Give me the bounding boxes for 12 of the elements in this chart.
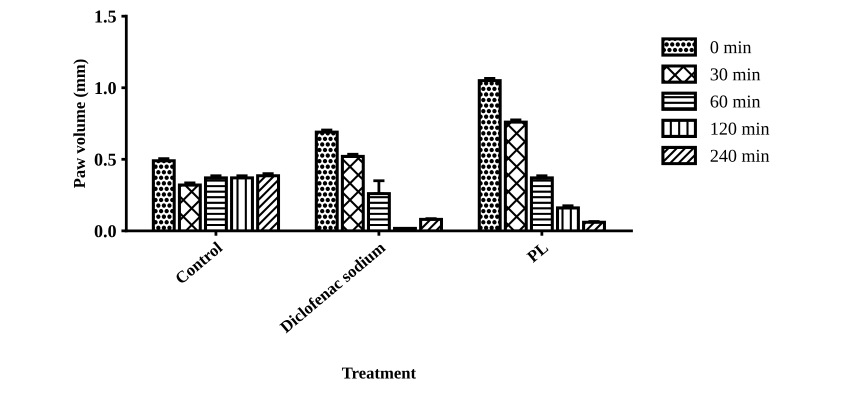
y-tick-label: 0.0 [94, 225, 116, 238]
y-tick-label: 1.0 [95, 82, 116, 94]
y-axis-title: Paw volume (mm) [73, 59, 88, 188]
legend-label: 0 min [710, 41, 752, 54]
x-tick-label: PL [526, 242, 549, 263]
legend-label: 30 min [710, 68, 760, 80]
y-tick-label: 1.5 [95, 10, 116, 23]
y-tick-label: 0.5 [94, 154, 116, 166]
x-axis-title: Treatment [342, 368, 416, 379]
legend-label: 240 min [710, 150, 770, 162]
legend-label: 60 min [710, 95, 760, 108]
legend-label: 120 min [711, 122, 770, 135]
